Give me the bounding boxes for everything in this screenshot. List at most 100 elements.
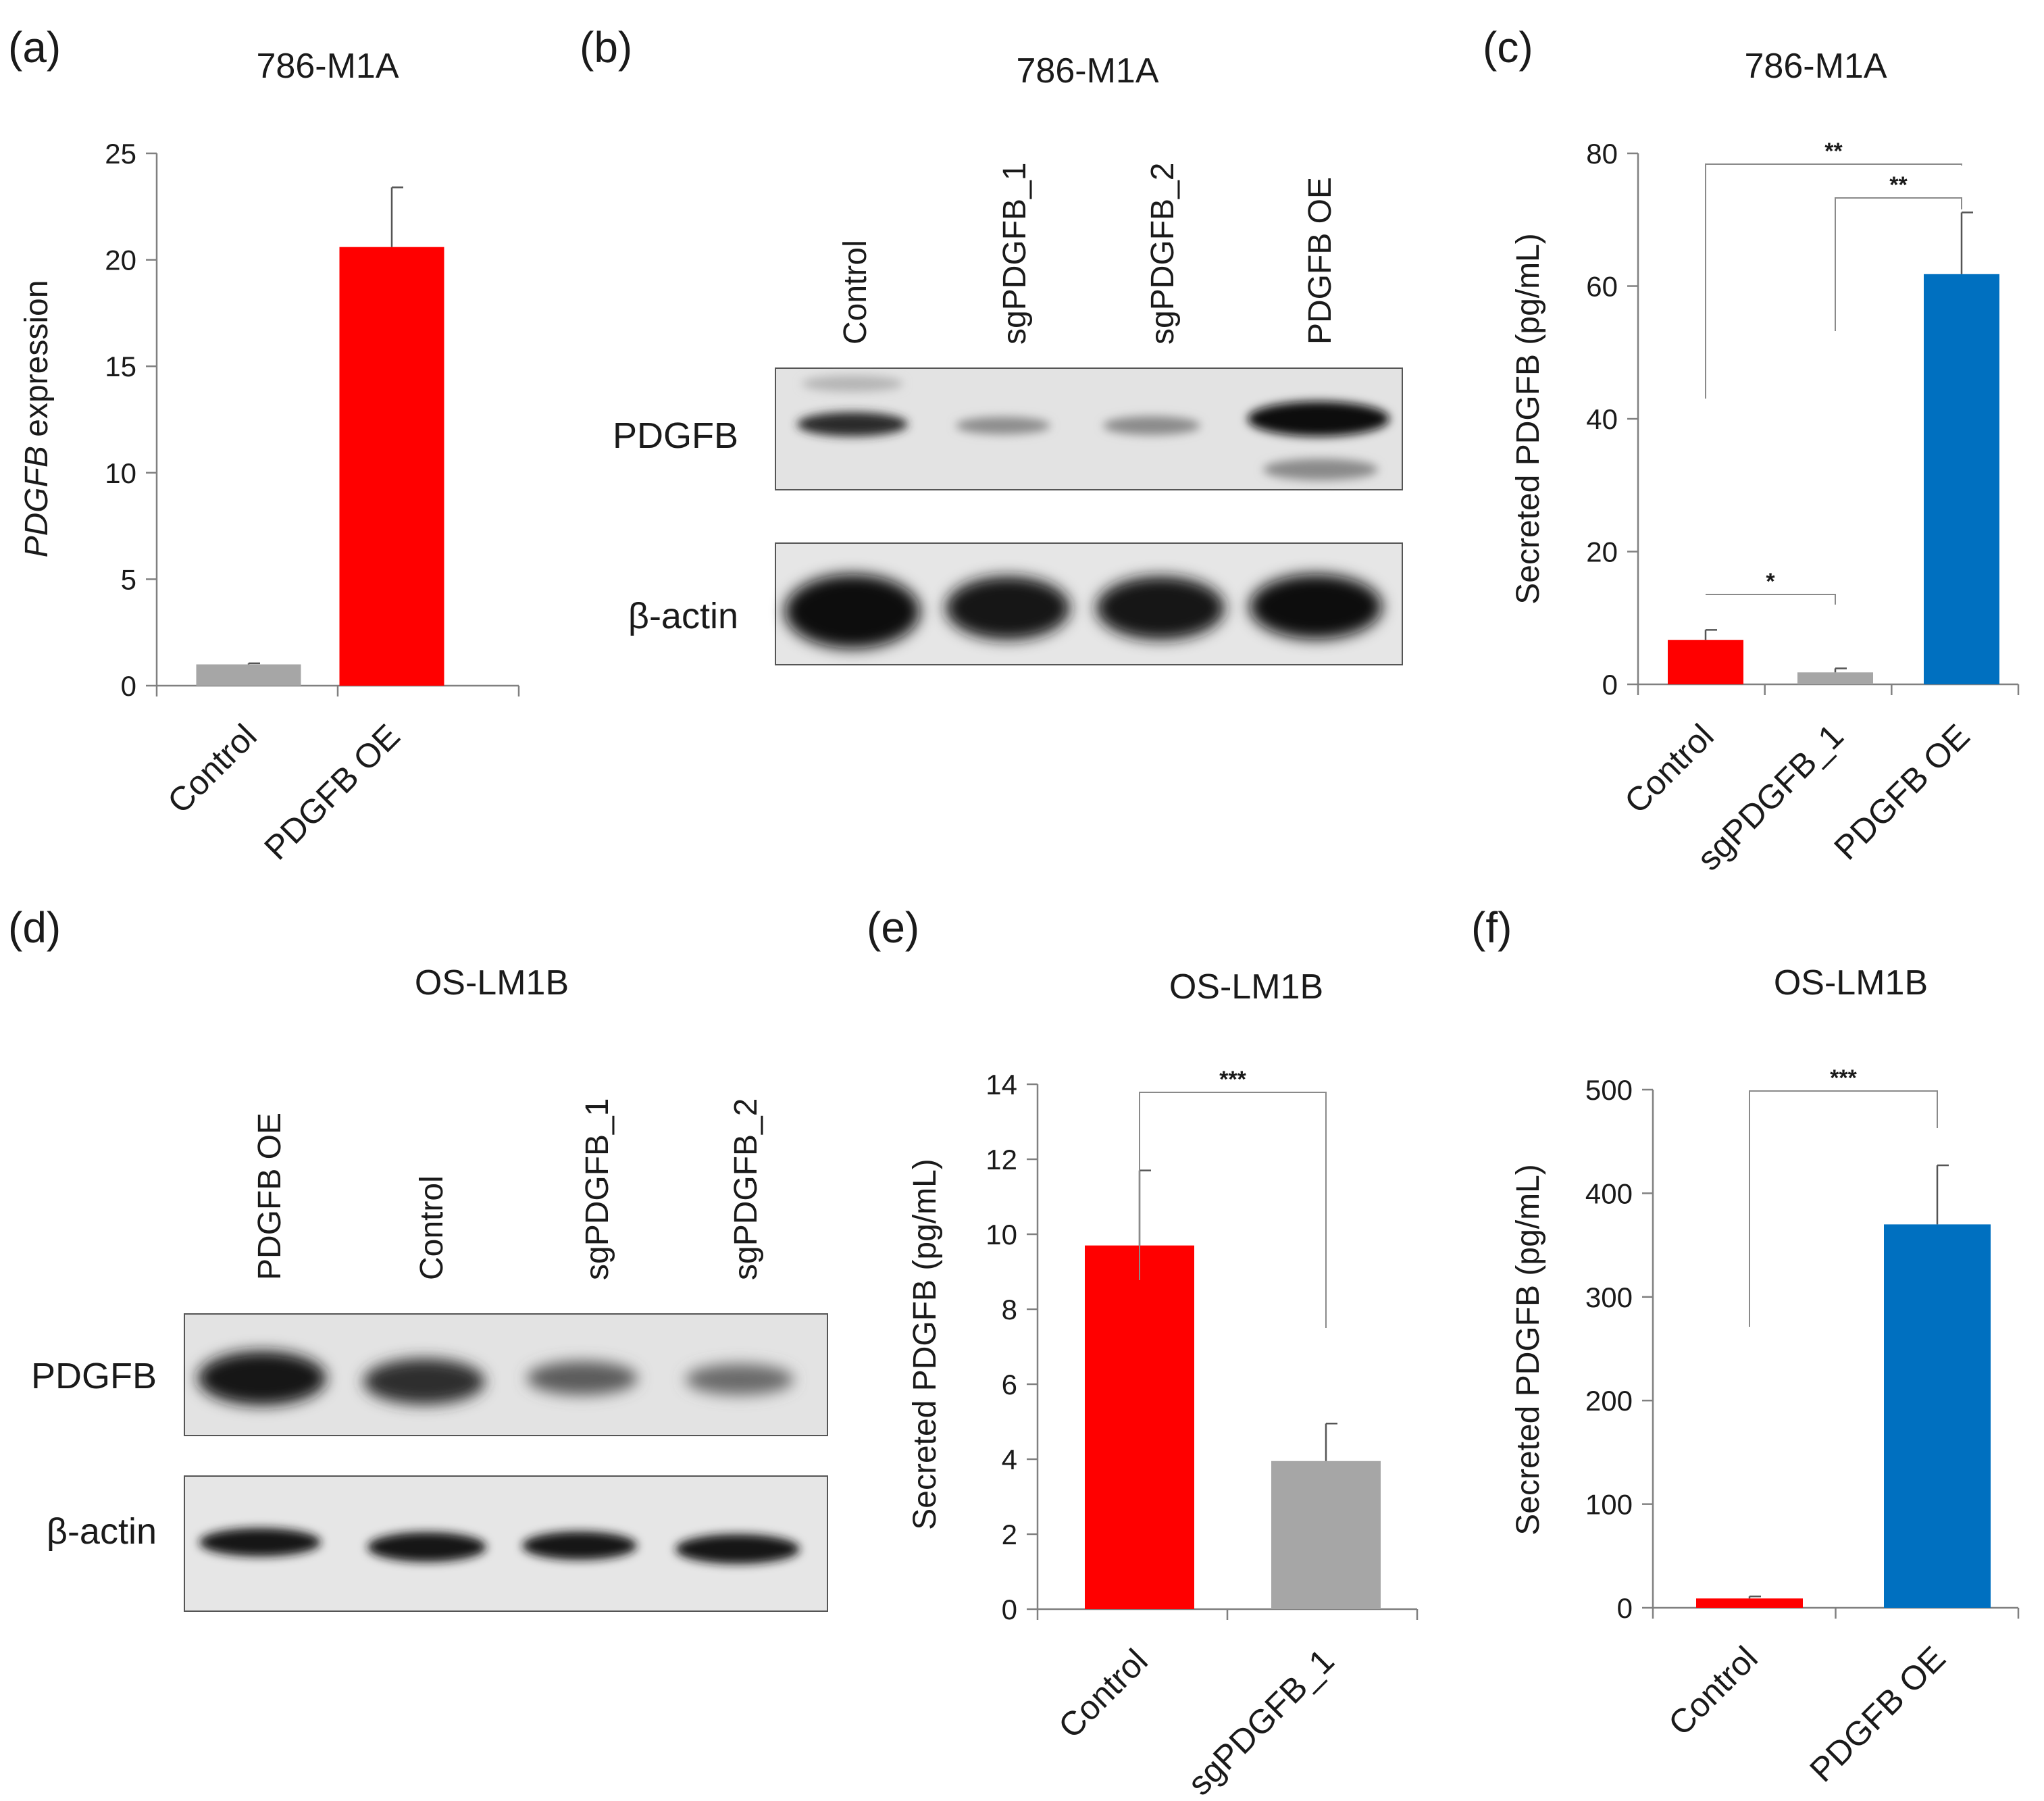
y-tick-label: 5 <box>121 563 136 595</box>
blot-b-row-label: β-actin <box>628 596 738 636</box>
category-label: PDGFB OE <box>1802 1639 1952 1789</box>
category-label: Control <box>1661 1639 1765 1743</box>
significance-bracket <box>1749 1090 1938 1327</box>
chart-f: 0 100 200 300 400 500 Control PDGFB OE Secreted … <box>1510 1065 2020 1789</box>
y-tick-label: 40 <box>1586 403 1618 435</box>
significance-marker: *** <box>1830 1065 1857 1091</box>
y-tick-label: 20 <box>105 245 136 276</box>
blot-b-lane-label: Control <box>838 240 873 345</box>
y-tick-label: 15 <box>105 351 136 382</box>
blot-band <box>946 576 1070 640</box>
chart-e: 0 2 4 6 8 10 12 14 Control sgPDGFB_1 Secreted PDGF… <box>907 1067 1419 1801</box>
blot-band <box>802 376 903 392</box>
blot-band <box>522 1531 637 1560</box>
y-axis-label-gene: PDGFB <box>19 446 55 557</box>
panel-label-a: (a) <box>8 23 61 72</box>
y-tick-label: 10 <box>986 1219 1017 1250</box>
y-tick-label: 25 <box>105 138 136 170</box>
blot-band <box>1263 459 1378 480</box>
category-label: sgPDGFB_1 <box>1181 1642 1342 1801</box>
bar-sgpdgfb-1 <box>1797 672 1873 684</box>
bar-control <box>196 664 301 686</box>
y-axis-label-text: expression <box>19 280 55 446</box>
category-label: Control <box>1051 1642 1155 1746</box>
panel-label-c: (c) <box>1483 23 1533 72</box>
y-tick-label: 4 <box>1002 1444 1017 1475</box>
blot-band <box>1250 574 1382 639</box>
y-tick-label: 0 <box>1002 1594 1017 1625</box>
blot-d-lane-label: Control <box>414 1175 450 1280</box>
significance-marker: *** <box>1219 1067 1246 1092</box>
blot-band <box>198 1351 326 1405</box>
y-tick-label: 300 <box>1585 1282 1633 1313</box>
y-tick-label: 14 <box>986 1069 1017 1100</box>
significance-marker: * <box>1766 569 1775 594</box>
blot-d-lane-label: PDGFB OE <box>252 1113 288 1280</box>
y-tick-label: 400 <box>1585 1177 1633 1209</box>
blot-band <box>1103 416 1200 435</box>
western-blot-b: Control sgPDGFB_1 sgPDGFB_2 PDGFB OE PDG… <box>613 163 1403 665</box>
y-tick-label: 20 <box>1586 536 1618 568</box>
y-tick-label: 8 <box>1002 1294 1017 1325</box>
y-tick-label: 200 <box>1585 1385 1633 1417</box>
blot-band <box>956 417 1050 434</box>
blot-b-lane-label: sgPDGFB_1 <box>997 163 1033 345</box>
panel-label-d: (d) <box>8 903 61 952</box>
bar-control <box>1668 640 1743 684</box>
panel-label-b: (b) <box>580 23 632 72</box>
y-tick-label: 6 <box>1002 1369 1017 1400</box>
blot-band <box>199 1528 321 1556</box>
panel-title-a: 786-M1A <box>257 47 399 86</box>
y-axis-label: Secreted PDGFB (pg/mL) <box>1510 1164 1546 1536</box>
panel-label-f: (f) <box>1471 903 1512 952</box>
bar-pdgfb-oe <box>1884 1224 1991 1608</box>
y-tick-label: 2 <box>1002 1519 1017 1550</box>
bar-control <box>1696 1598 1803 1608</box>
blot-b-row-label: PDGFB <box>613 415 738 456</box>
y-axis-label: PDGFB expression <box>19 280 55 558</box>
panel-title-e: OS-LM1B <box>1169 967 1323 1007</box>
blot-band <box>1096 576 1225 640</box>
category-label: Control <box>1617 717 1721 821</box>
y-tick-label: 0 <box>1602 669 1618 701</box>
y-axis-label: Secreted PDGFB (pg/mL) <box>1510 233 1546 605</box>
blot-band <box>686 1364 794 1395</box>
blot-band <box>367 1532 486 1562</box>
y-tick-label: 10 <box>105 457 136 489</box>
blot-band <box>675 1534 800 1564</box>
blot-b-lane-label: PDGFB OE <box>1302 177 1338 345</box>
blot-d-row-label: β-actin <box>47 1511 157 1552</box>
blot-b-lane-label: sgPDGFB_2 <box>1145 163 1181 345</box>
blot-band <box>1248 401 1389 436</box>
category-label: Control <box>160 717 264 821</box>
panel-label-e: (e) <box>867 903 919 952</box>
western-blot-d: PDGFB OE Control sgPDGFB_1 sgPDGFB_2 PDG… <box>31 1098 828 1612</box>
y-tick-label: 0 <box>1617 1592 1633 1624</box>
y-tick-label: 60 <box>1586 271 1618 303</box>
category-label: PDGFB OE <box>257 717 407 867</box>
bar-sgpdgfb-1 <box>1271 1461 1381 1609</box>
blot-d-lane-label: sgPDGFB_2 <box>728 1098 764 1280</box>
significance-bracket <box>1705 163 1962 399</box>
panel-title-f: OS-LM1B <box>1774 963 1928 1003</box>
panel-title-b: 786-M1A <box>1017 51 1159 91</box>
blot-band <box>785 574 920 649</box>
significance-bracket <box>1706 594 1836 605</box>
bar-pdgfb-oe <box>339 247 444 686</box>
y-tick-label: 500 <box>1585 1074 1633 1106</box>
y-tick-label: 80 <box>1586 138 1618 170</box>
significance-bracket <box>1835 197 1962 331</box>
y-tick-label: 0 <box>121 670 136 702</box>
blot-band <box>797 412 908 436</box>
blot-band <box>363 1359 485 1404</box>
panel-title-d: OS-LM1B <box>415 963 569 1003</box>
y-axis-label: Secreted PDGFB (pg/mL) <box>907 1159 943 1530</box>
bar-pdgfb-oe <box>1924 274 1999 684</box>
blot-d-lane-label: sgPDGFB_1 <box>580 1098 615 1280</box>
blot-d-row-label: PDGFB <box>31 1356 157 1396</box>
category-label: PDGFB OE <box>1826 717 1976 867</box>
significance-marker: ** <box>1889 172 1908 198</box>
